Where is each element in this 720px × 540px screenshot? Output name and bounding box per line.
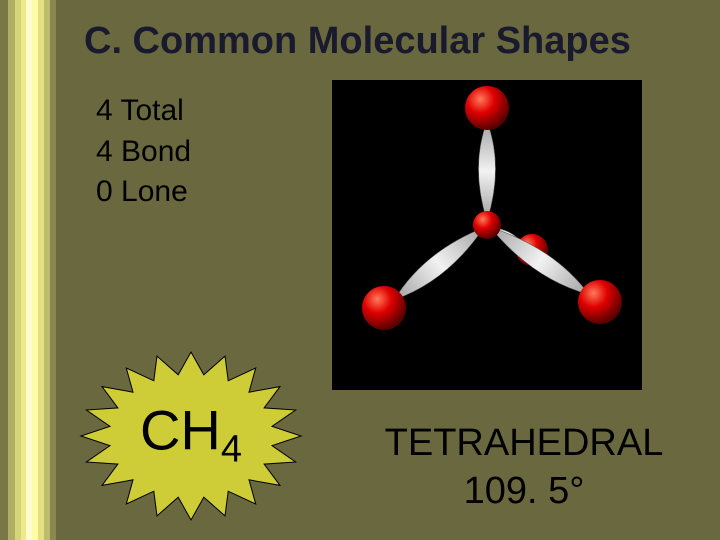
slide-content: C. Common Molecular Shapes 4 Total 4 Bon…	[62, 0, 720, 540]
molecular-formula: CH4	[140, 397, 242, 471]
shape-label: TETRAHEDRAL 109. 5°	[344, 420, 704, 515]
shape-name: TETRAHEDRAL	[344, 420, 704, 468]
bond-angle: 109. 5°	[344, 468, 704, 516]
formula-subscript: 4	[221, 428, 242, 470]
formula-starburst: CH4	[76, 348, 306, 523]
slide-title: C. Common Molecular Shapes	[84, 20, 690, 63]
decorative-sidebar	[0, 0, 62, 540]
molecule-diagram	[332, 80, 642, 390]
formula-base: CH	[140, 398, 221, 461]
